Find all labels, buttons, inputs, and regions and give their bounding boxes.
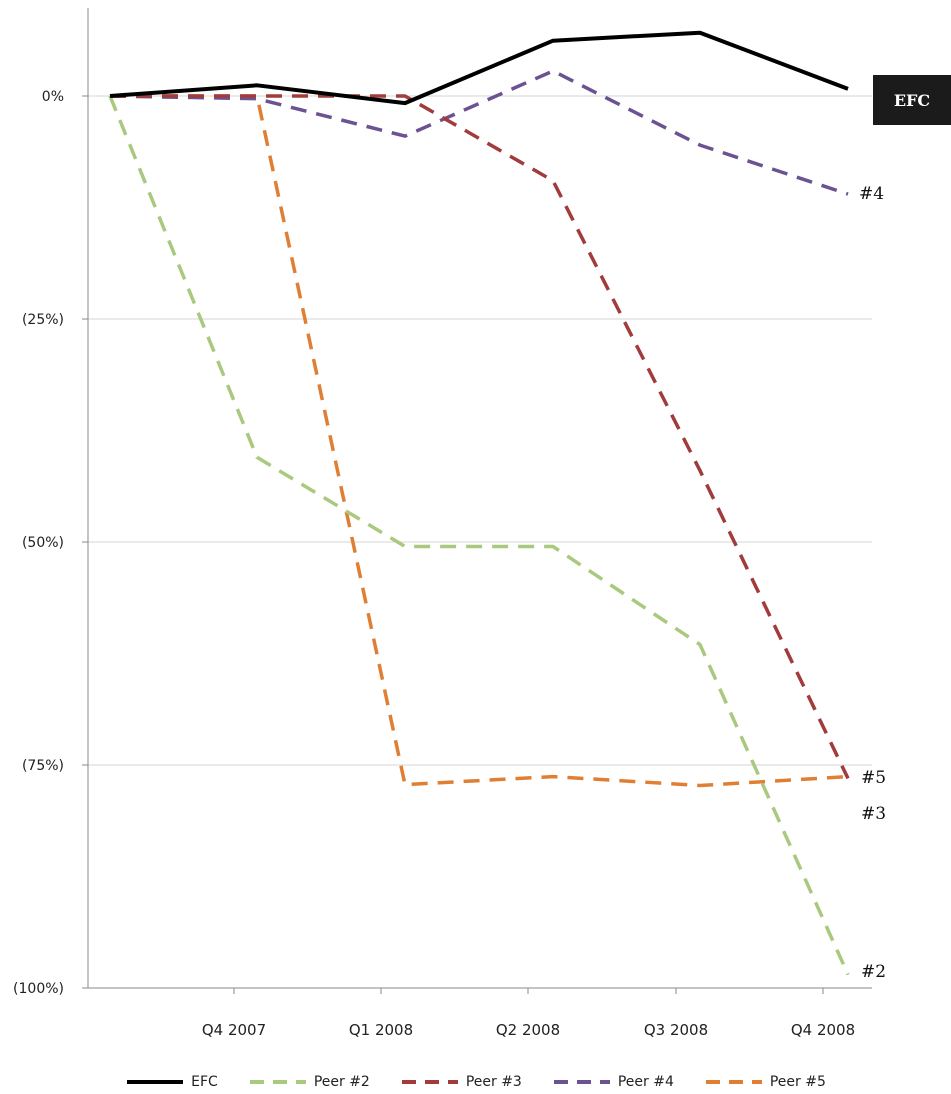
legend-label: Peer #2 bbox=[313, 1074, 370, 1090]
legend-label: Peer #5 bbox=[769, 1074, 826, 1090]
legend-label: Peer #4 bbox=[617, 1074, 674, 1090]
x-tick-label: Q4 2007 bbox=[202, 1021, 266, 1039]
end-label-peer-4: #4 bbox=[859, 184, 884, 204]
x-tick-label: Q3 2008 bbox=[644, 1021, 708, 1039]
legend-swatch bbox=[127, 1080, 184, 1084]
series-lines bbox=[108, 30, 850, 976]
legend-label: EFC bbox=[191, 1074, 218, 1090]
legend-swatch bbox=[249, 1080, 306, 1084]
legend-item: Peer #4 bbox=[552, 1074, 674, 1090]
series-line-peer-4 bbox=[109, 69, 849, 196]
legend-swatch bbox=[705, 1080, 762, 1084]
legend-item: EFC bbox=[125, 1074, 218, 1090]
legend-item: Peer #3 bbox=[400, 1074, 522, 1090]
series-line-peer-5 bbox=[110, 94, 849, 788]
legend: EFC Peer #2 Peer #3 Peer #4 Peer #5 bbox=[0, 1070, 951, 1094]
end-label-peer-3: #3 bbox=[861, 804, 886, 824]
x-tick-label: Q2 2008 bbox=[496, 1021, 560, 1039]
legend-item: Peer #5 bbox=[704, 1074, 826, 1090]
legend-swatch bbox=[553, 1080, 610, 1084]
series-line-peer-2 bbox=[108, 95, 850, 976]
series-line-efc bbox=[109, 30, 849, 106]
line-chart: 0% (25%) (50%) (75%) (100%) Q4 2007 Q1 2008 Q2… bbox=[13, 8, 951, 1039]
legend-item: Peer #2 bbox=[248, 1074, 370, 1090]
x-tick-label: Q4 2008 bbox=[791, 1021, 855, 1039]
y-tick-label: (25%) bbox=[22, 312, 64, 328]
axes bbox=[82, 8, 872, 994]
x-axis-ticks: Q4 2007 Q1 2008 Q2 2008 Q3 2008 Q4 2008 bbox=[202, 1021, 855, 1039]
series-line-peer-3 bbox=[110, 94, 850, 780]
end-label-peer-5: #5 bbox=[861, 768, 886, 788]
legend-label: Peer #3 bbox=[465, 1074, 522, 1090]
end-label-efc: EFC bbox=[894, 91, 930, 110]
y-axis-ticks: 0% (25%) (50%) (75%) (100%) bbox=[13, 89, 64, 997]
grid-lines bbox=[88, 95, 872, 766]
efc-end-label-box bbox=[873, 75, 951, 125]
x-tick-label: Q1 2008 bbox=[349, 1021, 413, 1039]
legend-swatch bbox=[401, 1080, 458, 1084]
end-labels: EFC #2 #3 #4 #5 bbox=[859, 75, 951, 982]
y-tick-label: (100%) bbox=[13, 981, 64, 997]
end-label-peer-2: #2 bbox=[861, 962, 886, 982]
y-tick-label: (50%) bbox=[22, 535, 64, 551]
y-tick-label: 0% bbox=[42, 89, 64, 105]
y-tick-label: (75%) bbox=[22, 758, 64, 774]
